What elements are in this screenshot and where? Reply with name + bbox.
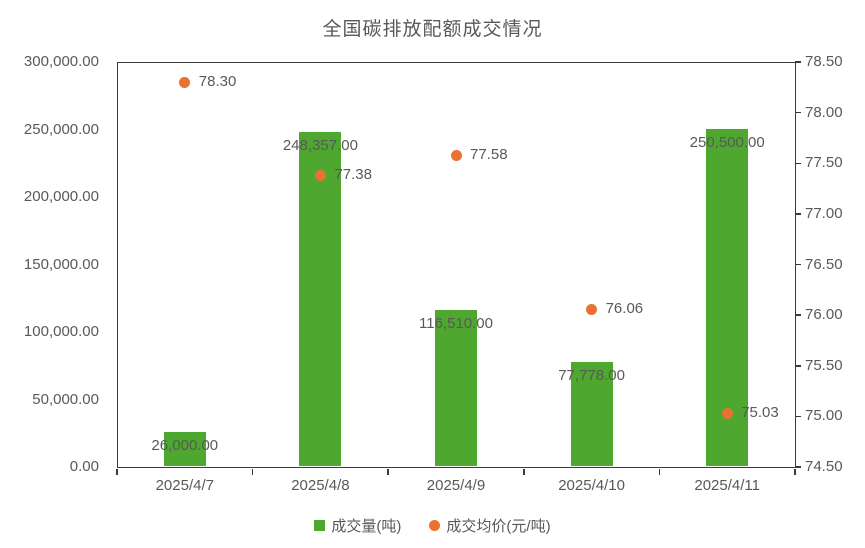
volume-bar <box>299 131 342 466</box>
right-axis-tick <box>795 314 801 316</box>
volume-data-label: 248,357.00 <box>282 136 358 154</box>
legend-item: 成交量(吨) <box>314 515 401 536</box>
right-axis-tick <box>795 466 801 468</box>
volume-bar <box>163 431 206 466</box>
right-axis-tick <box>795 162 801 164</box>
x-axis-category-label: 2025/4/9 <box>426 477 486 494</box>
chart-title: 全国碳排放配额成交情况 <box>322 19 543 40</box>
x-axis-category-label: 2025/4/8 <box>291 477 350 494</box>
price-point <box>450 149 462 161</box>
legend: 成交量(吨) 成交均价(元/吨) <box>0 515 865 536</box>
x-axis-tick <box>251 468 254 475</box>
x-axis-category-label: 2025/4/10 <box>558 477 625 494</box>
x-axis-tick <box>116 468 118 475</box>
x-axis-tick <box>794 468 796 475</box>
legend-square-marker-icon <box>314 520 326 531</box>
volume-data-label: 77,778.00 <box>558 366 625 384</box>
volume-data-label: 116,510.00 <box>419 314 493 332</box>
price-data-label: 77.58 <box>470 146 508 164</box>
legend-circle-marker-icon <box>429 520 441 531</box>
right-axis-tick-label: 76.00 <box>805 306 843 324</box>
x-axis-tick <box>523 468 525 475</box>
price-point <box>179 76 191 88</box>
left-axis-tick-label: 300,000.00 <box>23 53 99 70</box>
right-axis-tick-label: 75.00 <box>805 407 843 425</box>
right-axis-tick <box>795 111 801 114</box>
volume-data-label: 26,000.00 <box>151 436 219 454</box>
right-axis-tick-label: 77.00 <box>805 204 843 222</box>
legend-label: 成交均价(元/吨) <box>446 518 551 535</box>
volume-data-label: 250,500.00 <box>689 133 765 151</box>
legend-label: 成交量(吨) <box>331 518 402 535</box>
x-axis-category-label: 2025/4/11 <box>694 477 760 494</box>
price-point <box>314 169 326 181</box>
x-axis-category-label: 2025/4/7 <box>155 477 214 494</box>
right-axis-tick <box>795 415 801 418</box>
left-axis-tick-label: 200,000.00 <box>23 188 99 205</box>
left-axis-tick-label: 150,000.00 <box>23 255 99 273</box>
right-axis-tick-label: 78.00 <box>805 103 843 121</box>
x-axis-tick <box>387 468 389 475</box>
right-axis-tick-label: 77.50 <box>805 154 843 172</box>
right-axis-tick-label: 75.50 <box>805 356 843 374</box>
price-point <box>721 407 733 419</box>
left-axis-tick-label: 250,000.00 <box>23 120 99 138</box>
left-axis-tick-label: 100,000.00 <box>23 323 99 340</box>
left-axis-tick-label: 0.00 <box>69 458 99 475</box>
price-data-label: 78.30 <box>198 73 237 91</box>
volume-bar <box>570 361 613 466</box>
right-axis-tick-label: 78.50 <box>805 53 843 70</box>
left-axis-tick-label: 50,000.00 <box>32 390 99 408</box>
legend-item: 成交均价(元/吨) <box>429 515 551 536</box>
price-point <box>586 303 598 315</box>
right-axis-tick <box>795 213 801 215</box>
price-data-label: 75.03 <box>741 404 779 422</box>
volume-bar <box>435 309 477 466</box>
right-axis-tick-label: 76.50 <box>805 255 843 273</box>
price-data-label: 76.06 <box>605 300 644 318</box>
right-axis-tick <box>795 365 801 367</box>
right-axis-tick-label: 74.50 <box>805 458 843 475</box>
right-axis-tick <box>795 263 801 266</box>
price-data-label: 77.38 <box>334 166 372 184</box>
right-axis-tick <box>795 61 801 63</box>
x-axis-tick <box>658 468 661 475</box>
